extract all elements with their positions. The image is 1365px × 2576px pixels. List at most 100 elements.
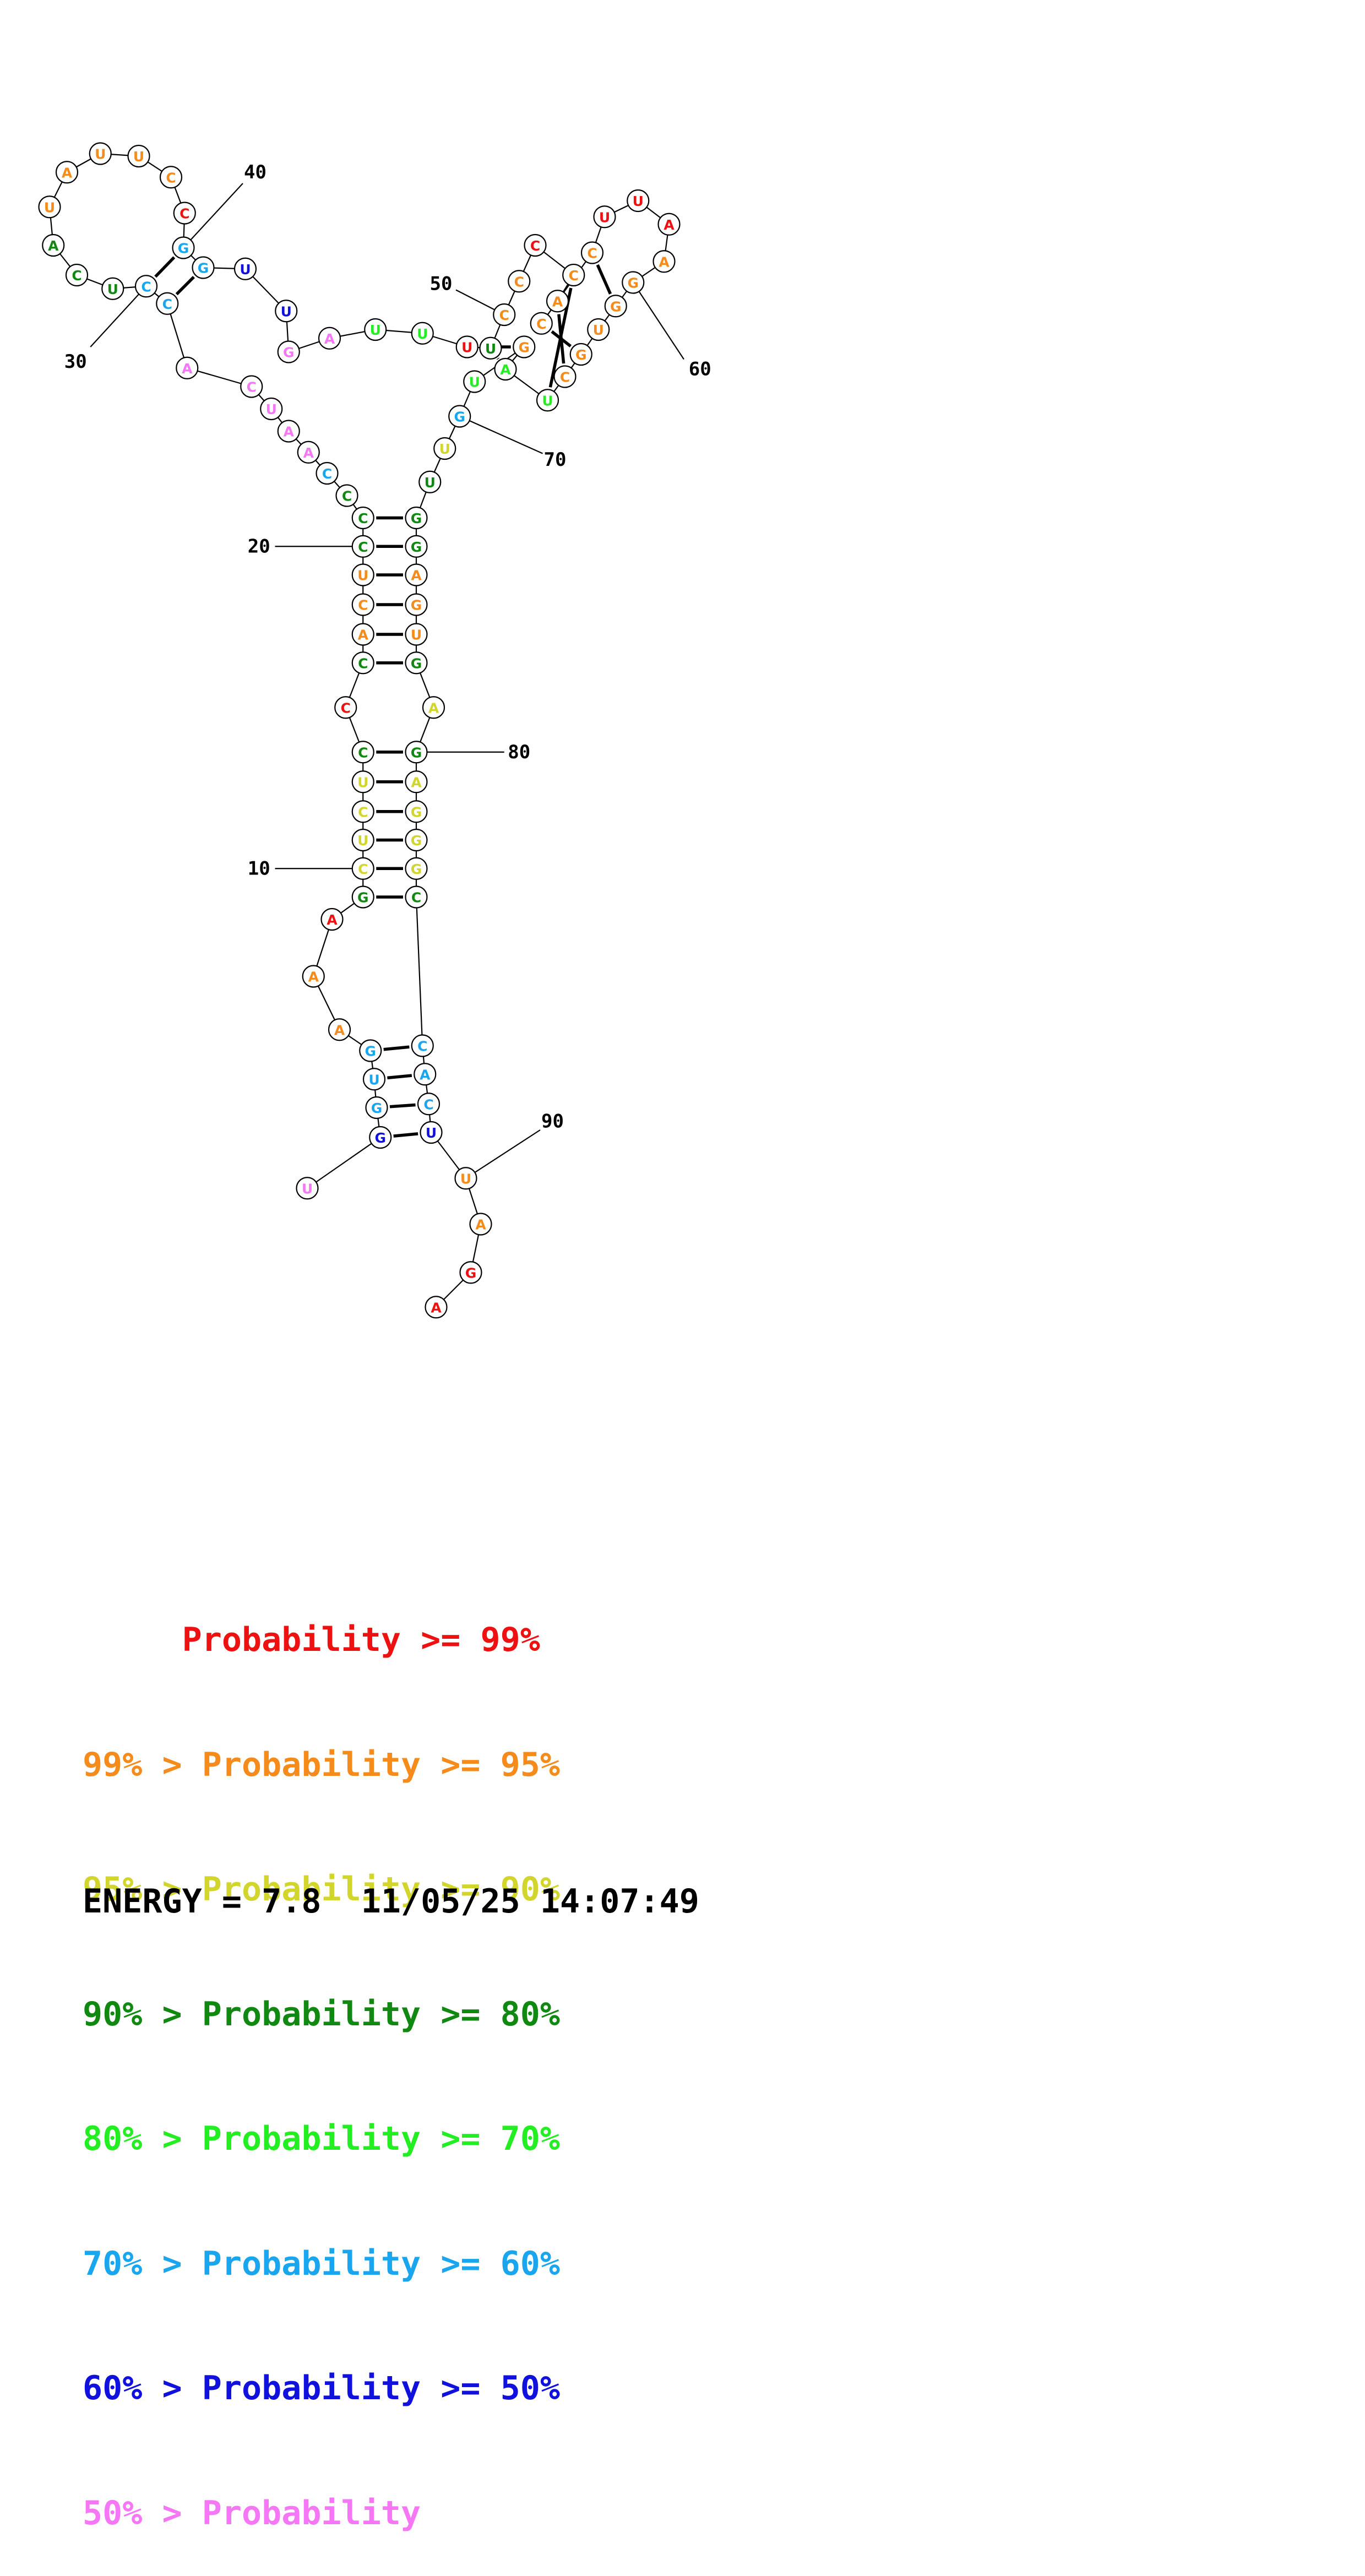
nucleotide: C xyxy=(524,233,547,257)
nucleotide-circle xyxy=(569,343,592,366)
nucleotide: G xyxy=(604,295,627,318)
nucleotide: U xyxy=(418,470,442,493)
nucleotide: G xyxy=(277,340,300,363)
nucleotide-base: C xyxy=(358,655,368,671)
energy-line: ENERGY = 7.8 11/05/25 14:07:49 xyxy=(83,1882,699,1921)
nucleotide-circle xyxy=(454,1167,477,1190)
nucleotide-base: A xyxy=(552,294,563,309)
nucleotide: U xyxy=(364,318,387,341)
nucleotide-circle xyxy=(134,275,158,298)
nucleotide-circle xyxy=(351,857,374,880)
nucleotide: A xyxy=(414,1063,437,1086)
nucleotide-circle xyxy=(318,327,341,350)
nucleotide-base: C xyxy=(141,279,151,295)
nucleotide: A xyxy=(652,250,676,273)
nucleotide-base: G xyxy=(411,744,422,760)
nucleotide-base: C xyxy=(358,510,368,526)
backbone-lines xyxy=(48,153,670,1308)
legend-row-low: 50% > Probability xyxy=(83,2493,421,2532)
nucleotide-circle xyxy=(192,256,215,279)
nucleotide-circle xyxy=(479,336,502,360)
nucleotide-circle xyxy=(627,189,650,213)
nucleotide-base: C xyxy=(358,539,368,555)
nucleotide-base: C xyxy=(514,274,524,290)
nucleotide: C xyxy=(240,375,263,398)
nucleotide: C xyxy=(351,506,374,530)
base-pair-bond xyxy=(551,330,572,347)
nucleotide: U xyxy=(587,318,610,341)
nucleotide-circle xyxy=(351,741,374,764)
nucleotide: G xyxy=(405,506,428,530)
nucleotide-base: U xyxy=(368,1072,379,1088)
nucleotide-base: A xyxy=(327,912,338,928)
nucleotide: C xyxy=(156,292,179,315)
base-pair-bond xyxy=(175,276,195,296)
nucleotide-circle xyxy=(405,857,428,880)
nucleotide-base: U xyxy=(633,193,644,209)
nucleotide-base: A xyxy=(303,445,314,461)
nucleotide-circle xyxy=(334,696,357,719)
nucleotide-base: U xyxy=(240,262,251,278)
nucleotide-base: G xyxy=(411,510,422,526)
nucleotide: C xyxy=(351,651,374,675)
nucleotide: G xyxy=(405,651,428,675)
nucleotide-circle xyxy=(127,144,150,168)
nucleotide: G xyxy=(359,1039,382,1062)
nucleotide: A xyxy=(351,623,374,646)
base-pair-bonds xyxy=(154,256,612,1138)
nucleotide-circle xyxy=(89,142,112,165)
nucleotide: U xyxy=(405,623,428,646)
nucleotide-circle xyxy=(455,335,478,358)
nucleotide-circle xyxy=(657,213,681,236)
nucleotide-base: U xyxy=(95,146,106,162)
nucleotide: A xyxy=(176,356,199,379)
nucleotide: U xyxy=(411,322,434,345)
nucleotide: G xyxy=(459,1261,482,1284)
nucleotide-base: C xyxy=(411,890,421,906)
legend-row-99: Probability >= 99% xyxy=(83,1621,540,1659)
nucleotide-base: A xyxy=(284,424,295,440)
nucleotide-base: C xyxy=(417,1039,427,1055)
nucleotide-circle xyxy=(405,885,428,909)
nucleotide-base: G xyxy=(357,890,369,906)
nucleotide: C xyxy=(134,275,158,298)
nucleotide: C xyxy=(530,312,553,335)
nucleotide: A xyxy=(425,1296,448,1319)
nucleotide: C xyxy=(553,365,577,388)
nucleotide-circle xyxy=(296,1177,319,1200)
nucleotide-base: C xyxy=(499,307,509,323)
base-pair-bond xyxy=(387,1074,412,1080)
nucleotide-base: A xyxy=(324,331,335,347)
nucleotide-circle xyxy=(553,365,577,388)
nucleotide: C xyxy=(351,535,374,558)
nucleotide-base: U xyxy=(461,340,472,356)
nucleotide-base: C xyxy=(322,466,332,482)
nucleotide: U xyxy=(38,195,61,219)
nucleotide-circle xyxy=(351,506,374,530)
nucleotide: U xyxy=(260,397,283,421)
nucleotide-base: G xyxy=(365,1044,376,1059)
nucleotide: U xyxy=(362,1068,386,1091)
nucleotide: C xyxy=(508,270,531,293)
legend-row-95: 99% > Probability >= 95% xyxy=(83,1745,560,1784)
nucleotide-base: G xyxy=(371,1100,383,1116)
nucleotide-base: A xyxy=(411,774,422,790)
nucleotide-circle xyxy=(411,322,434,345)
nucleotide-base: U xyxy=(542,393,553,409)
nucleotide-base: U xyxy=(485,341,496,357)
index-tick-line xyxy=(90,286,147,347)
nucleotide-circle xyxy=(369,1126,392,1149)
nucleotide-base: A xyxy=(334,1022,345,1038)
nucleotide: U xyxy=(455,335,478,358)
nucleotide-circle xyxy=(513,335,536,358)
nucleotide-base: G xyxy=(518,340,530,356)
nucleotide-circle xyxy=(233,257,257,280)
nucleotide-base: G xyxy=(283,345,295,361)
nucleotide-circle xyxy=(297,441,320,464)
nucleotide-base: C xyxy=(162,296,172,312)
nucleotide-base: U xyxy=(417,326,428,342)
nucleotide-circle xyxy=(546,290,569,313)
nucleotide: A xyxy=(42,233,65,257)
index-label: 80 xyxy=(508,741,530,763)
nucleotide: U xyxy=(463,370,486,393)
